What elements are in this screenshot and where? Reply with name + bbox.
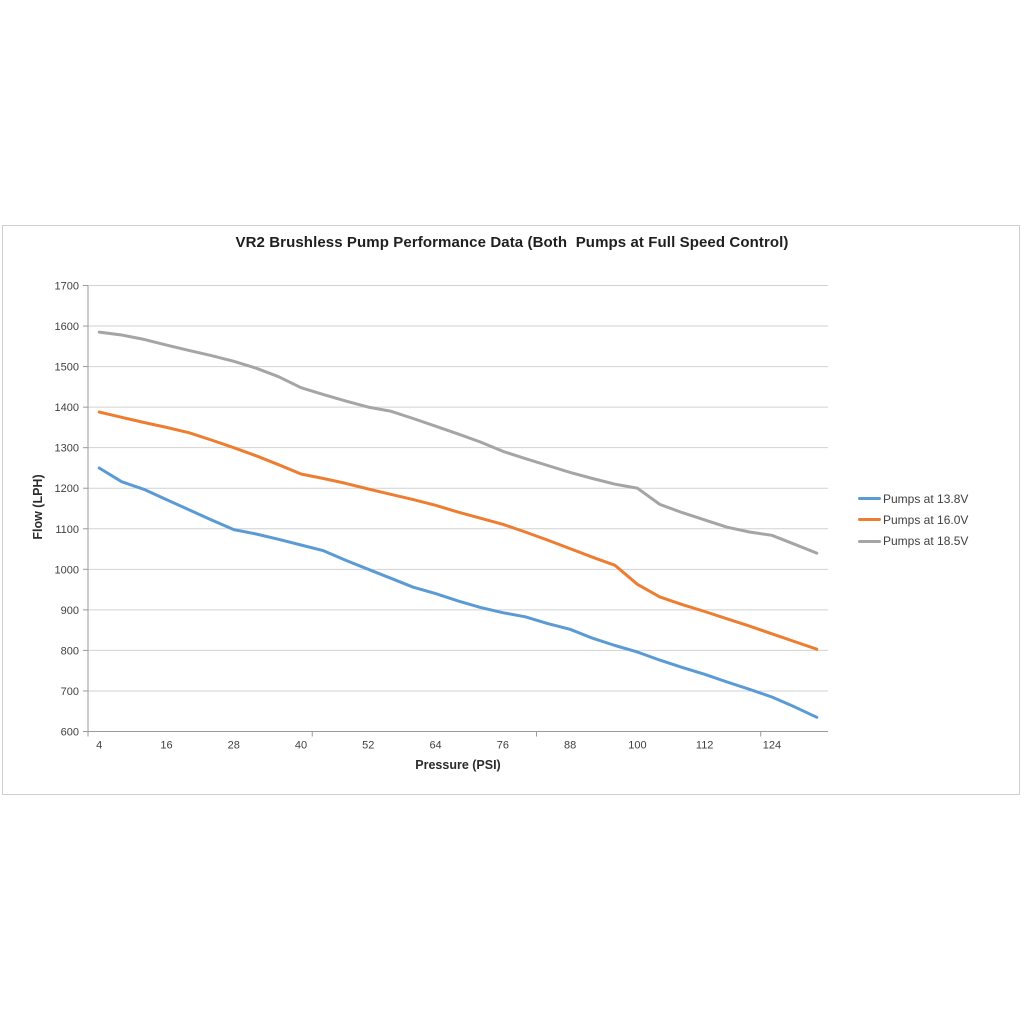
y-tick-label-1400: 1400 (55, 402, 79, 414)
chart-frame (2, 225, 1020, 795)
legend-item: Pumps at 18.5V (858, 531, 968, 552)
y-tick-label-1500: 1500 (55, 362, 79, 374)
x-tick-label-40: 40 (295, 740, 307, 752)
x-tick-label-52: 52 (362, 740, 374, 752)
x-tick-label-4: 4 (96, 740, 102, 752)
legend-label: Pumps at 16.0V (883, 512, 969, 527)
series-line-pumps-at-18-5v (97, 330, 819, 555)
chart-title: VR2 Brushless Pump Performance Data (Bot… (235, 234, 789, 251)
y-tick-label-1300: 1300 (55, 443, 79, 455)
x-tick-label-112: 112 (696, 740, 714, 752)
legend-marker-line (858, 539, 881, 543)
y-tick-label-1000: 1000 (55, 564, 79, 576)
x-axis-title: Pressure (PSI) (415, 758, 501, 772)
legend-marker-line (858, 497, 881, 501)
legend: Pumps at 13.8V Pumps at 16.0V Pumps at 18.… (858, 488, 968, 552)
legend-marker-line (858, 518, 881, 522)
y-tick-label-700: 700 (61, 686, 79, 698)
y-axis-title: Flow (LPH) (31, 474, 45, 540)
x-tick-label-64: 64 (429, 740, 441, 752)
legend-item: Pumps at 16.0V (858, 509, 968, 530)
series-line-pumps-at-13-8v (97, 466, 819, 719)
y-tick-label-1100: 1100 (55, 524, 79, 536)
y-tick-label-1200: 1200 (55, 483, 79, 495)
x-tick-label-124: 124 (763, 740, 781, 752)
y-tick-label-600: 600 (61, 727, 79, 739)
x-tick-label-28: 28 (228, 740, 240, 752)
series-line-pumps-at-16-0v (97, 410, 819, 651)
legend-item: Pumps at 13.8V (858, 488, 968, 509)
x-tick-label-16: 16 (160, 740, 172, 752)
legend-label: Pumps at 13.8V (883, 491, 969, 506)
y-tick-label-1600: 1600 (55, 321, 79, 333)
x-tick-label-100: 100 (628, 740, 646, 752)
y-tick-label-1700: 1700 (55, 281, 79, 293)
x-tick-label-88: 88 (564, 740, 576, 752)
x-tick-label-76: 76 (497, 740, 509, 752)
y-tick-label-900: 900 (61, 605, 79, 617)
y-tick-label-800: 800 (61, 645, 79, 657)
legend-label: Pumps at 18.5V (883, 534, 969, 549)
